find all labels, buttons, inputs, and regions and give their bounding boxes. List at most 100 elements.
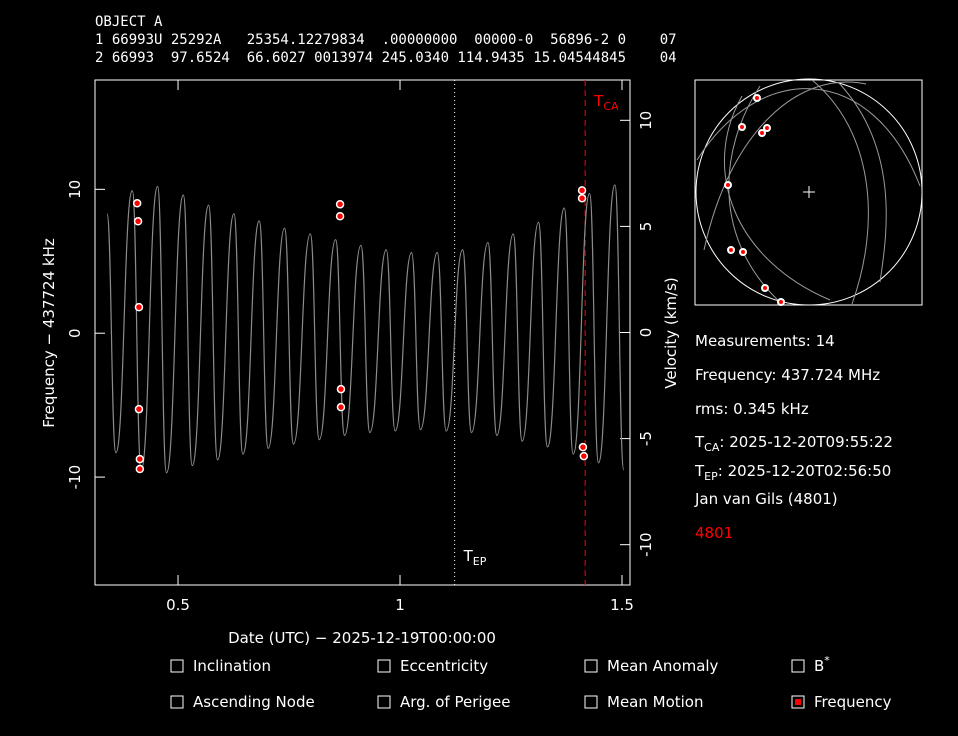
sky-point bbox=[777, 298, 785, 306]
option-label[interactable]: Mean Anomaly bbox=[607, 657, 719, 675]
measurement bbox=[578, 442, 588, 452]
sky-point bbox=[739, 248, 747, 256]
y2-tick-label: 5 bbox=[637, 222, 655, 232]
frequency: Frequency: 437.724 MHz bbox=[695, 366, 880, 384]
marker-t: T bbox=[593, 92, 604, 110]
x-tick-label: 0.5 bbox=[166, 596, 190, 614]
y2-tick-label: -10 bbox=[637, 532, 655, 557]
option-label[interactable]: Ascending Node bbox=[193, 693, 315, 711]
option-text: Mean Anomaly bbox=[607, 657, 719, 675]
checkbox[interactable] bbox=[584, 659, 598, 673]
horizon bbox=[695, 78, 923, 306]
measurement bbox=[135, 464, 145, 474]
tep: TEP: 2025-12-20T02:56:50 bbox=[694, 462, 891, 483]
checkbox[interactable] bbox=[170, 659, 184, 673]
checkbox[interactable] bbox=[377, 659, 391, 673]
tca-sub: CA bbox=[704, 441, 720, 454]
sky-point bbox=[724, 181, 732, 189]
model-curve bbox=[106, 184, 625, 474]
rms: rms: 0.345 kHz bbox=[695, 400, 809, 418]
measurement bbox=[579, 451, 589, 461]
sky-point bbox=[738, 123, 746, 131]
sky-point bbox=[753, 94, 761, 102]
option[interactable]: Arg. of Perigee bbox=[377, 693, 511, 711]
option-label[interactable]: Arg. of Perigee bbox=[400, 693, 511, 711]
option-text: Eccentricity bbox=[400, 657, 488, 675]
marker-sub: EP bbox=[473, 555, 487, 568]
y2-tick-label: 10 bbox=[637, 111, 655, 130]
x-axis-label: Date (UTC) − 2025-12-19T00:00:00 bbox=[228, 629, 496, 647]
option[interactable]: Inclination bbox=[170, 657, 271, 675]
x-tick-label: 1.5 bbox=[610, 596, 634, 614]
option-text: B bbox=[814, 657, 824, 675]
option-text: Frequency bbox=[814, 693, 892, 711]
y2-tick-label: 0 bbox=[637, 328, 655, 338]
marker-sub: CA bbox=[603, 100, 619, 113]
marker-label: TEP bbox=[463, 547, 487, 568]
object-title: OBJECT A bbox=[95, 14, 163, 30]
measurement bbox=[135, 454, 145, 464]
track bbox=[703, 81, 867, 251]
option-text: Inclination bbox=[193, 657, 271, 675]
tep-value: : 2025-12-20T02:56:50 bbox=[718, 462, 892, 480]
option[interactable]: B* bbox=[791, 654, 830, 675]
option-label[interactable]: Eccentricity bbox=[400, 657, 488, 675]
marker-t: T bbox=[463, 547, 474, 565]
checkbox[interactable] bbox=[584, 695, 598, 709]
y-tick-label: 0 bbox=[66, 328, 84, 338]
option[interactable]: Mean Anomaly bbox=[584, 657, 719, 675]
marker-label: TCA bbox=[593, 92, 619, 113]
tca-value: : 2025-12-20T09:55:22 bbox=[719, 433, 893, 451]
track bbox=[696, 88, 921, 187]
sky-plot bbox=[694, 78, 923, 306]
option-text: Mean Motion bbox=[607, 693, 704, 711]
y-tick-label: -10 bbox=[66, 465, 84, 490]
tle-line-2: 2 66993 97.6524 66.6027 0013974 245.0340… bbox=[95, 50, 677, 66]
option-label[interactable]: Mean Motion bbox=[607, 693, 704, 711]
y-tick-label: 10 bbox=[66, 180, 84, 199]
measurements: Measurements: 14 bbox=[695, 332, 835, 350]
sky-point bbox=[727, 246, 735, 254]
measurement bbox=[335, 211, 345, 221]
measurement bbox=[134, 404, 144, 414]
checkbox[interactable] bbox=[170, 695, 184, 709]
option-label[interactable]: Frequency bbox=[814, 693, 892, 711]
measurement bbox=[336, 402, 346, 412]
option[interactable]: Mean Motion bbox=[584, 693, 704, 711]
sky-point bbox=[758, 129, 766, 137]
option[interactable]: Eccentricity bbox=[377, 657, 488, 675]
option[interactable]: Ascending Node bbox=[170, 693, 315, 711]
tca: TCA: 2025-12-20T09:55:22 bbox=[694, 433, 893, 454]
checkbox[interactable] bbox=[377, 695, 391, 709]
measurement bbox=[335, 200, 345, 209]
x-tick-label: 1 bbox=[395, 596, 405, 614]
site: 4801 bbox=[695, 524, 733, 542]
checkbox[interactable] bbox=[791, 659, 805, 673]
y-axis-label: Frequency − 437724 kHz bbox=[40, 238, 58, 428]
checkbox[interactable] bbox=[791, 695, 805, 709]
measurement bbox=[132, 199, 142, 208]
track bbox=[811, 79, 869, 305]
option-text: Arg. of Perigee bbox=[400, 693, 511, 711]
option-label[interactable]: Inclination bbox=[193, 657, 271, 675]
tca-label: T bbox=[694, 433, 705, 451]
sky-point bbox=[761, 284, 769, 292]
sky-point bbox=[763, 124, 771, 132]
tep-label: T bbox=[694, 462, 705, 480]
option-sup: * bbox=[824, 654, 830, 667]
track bbox=[837, 81, 887, 283]
measurement bbox=[133, 217, 143, 226]
track bbox=[723, 95, 831, 301]
option[interactable]: Frequency bbox=[791, 693, 892, 711]
measurement bbox=[577, 186, 587, 195]
observer: Jan van Gils (4801) bbox=[694, 490, 838, 508]
tep-sub: EP bbox=[704, 470, 718, 483]
zenith bbox=[803, 186, 815, 198]
y2-axis-label: Velocity (km/s) bbox=[662, 277, 680, 388]
measurement bbox=[577, 194, 587, 203]
option-label[interactable]: B* bbox=[814, 654, 830, 675]
option-text: Ascending Node bbox=[193, 693, 315, 711]
measurement bbox=[336, 384, 346, 394]
